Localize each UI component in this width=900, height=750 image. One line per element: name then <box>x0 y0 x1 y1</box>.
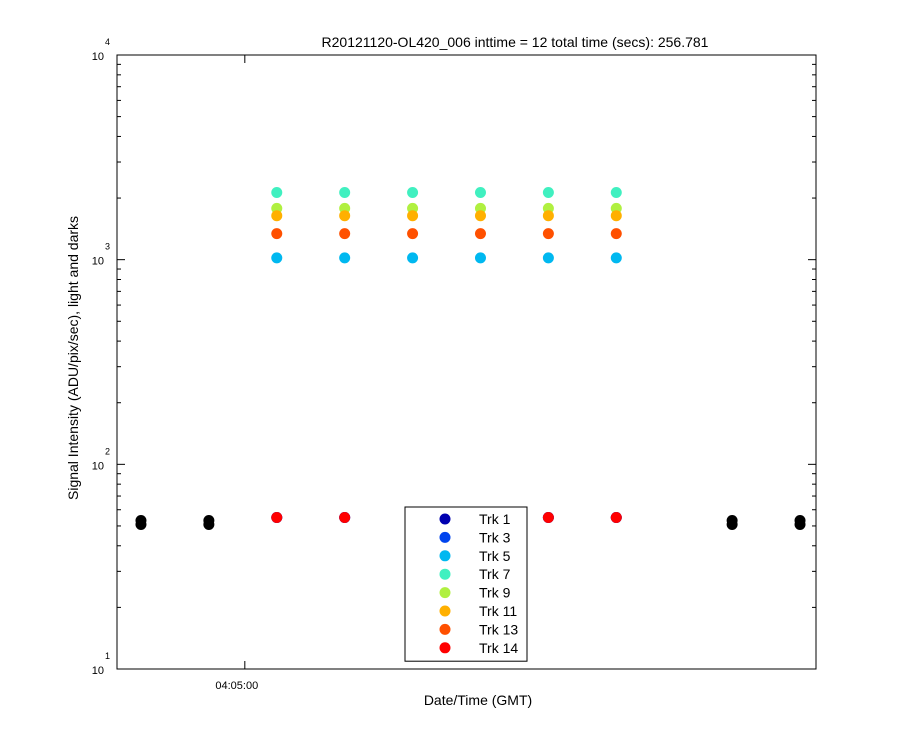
legend-marker <box>439 587 451 599</box>
y-tick-label: 10 <box>92 460 104 472</box>
data-point <box>542 228 554 240</box>
data-point <box>271 186 283 198</box>
legend-marker <box>439 531 451 543</box>
data-point <box>610 511 622 523</box>
data-point <box>474 228 486 240</box>
y-tick-label: 10 <box>92 665 104 677</box>
dark-point <box>726 518 738 530</box>
dark-point <box>135 518 147 530</box>
data-point <box>407 210 419 222</box>
legend-marker <box>439 642 451 654</box>
y-tick-exponent: 2 <box>105 446 110 456</box>
dark-point <box>794 518 806 530</box>
data-point <box>339 252 351 264</box>
legend-marker <box>439 550 451 562</box>
data-point <box>542 210 554 222</box>
legend-marker <box>439 568 451 580</box>
data-point <box>339 228 351 240</box>
y-axis-label: Signal Intensity (ADU/pix/sec), light an… <box>65 216 81 500</box>
data-point <box>407 186 419 198</box>
x-tick-label: 04:05:00 <box>215 680 258 692</box>
y-tick-exponent: 1 <box>105 651 110 661</box>
y-tick-exponent: 3 <box>105 242 110 252</box>
data-point <box>610 252 622 264</box>
legend-label: Trk 7 <box>479 566 511 582</box>
data-point <box>542 186 554 198</box>
legend-label: Trk 1 <box>479 511 511 527</box>
data-point <box>474 252 486 264</box>
y-tick-exponent: 4 <box>105 37 110 47</box>
legend-label: Trk 9 <box>479 585 511 601</box>
legend: Trk 1 Trk 3 Trk 5 Trk 7 Trk 9 Trk 11 Trk 13 Trk… <box>404 506 528 662</box>
data-point <box>610 186 622 198</box>
x-axis-label: Date/Time (GMT) <box>424 692 532 708</box>
data-point <box>407 228 419 240</box>
data-point <box>271 511 283 523</box>
data-point <box>610 210 622 222</box>
legend-marker <box>439 513 451 525</box>
data-point <box>271 210 283 222</box>
data-point <box>474 186 486 198</box>
data-point <box>542 252 554 264</box>
legend-box <box>404 506 528 662</box>
data-point <box>542 511 554 523</box>
data-point <box>339 186 351 198</box>
data-point <box>339 210 351 222</box>
legend-marker <box>439 623 451 635</box>
data-point <box>610 228 622 240</box>
data-point <box>339 511 351 523</box>
legend-label: Trk 13 <box>479 621 518 637</box>
y-tick-label: 10 <box>92 51 104 63</box>
dark-point <box>203 518 215 530</box>
legend-label: Trk 3 <box>479 529 511 545</box>
legend-label: Trk 11 <box>479 603 517 619</box>
y-tick-label: 10 <box>92 256 104 268</box>
legend-label: Trk 14 <box>479 640 518 656</box>
plot-frame <box>116 54 817 670</box>
data-point <box>474 210 486 222</box>
chart-title: R20121120-OL420_006 inttime = 12 total t… <box>322 34 709 50</box>
data-point <box>271 228 283 240</box>
data-point <box>271 252 283 264</box>
legend-marker <box>439 605 451 617</box>
legend-label: Trk 5 <box>479 548 511 564</box>
data-point <box>407 252 419 264</box>
